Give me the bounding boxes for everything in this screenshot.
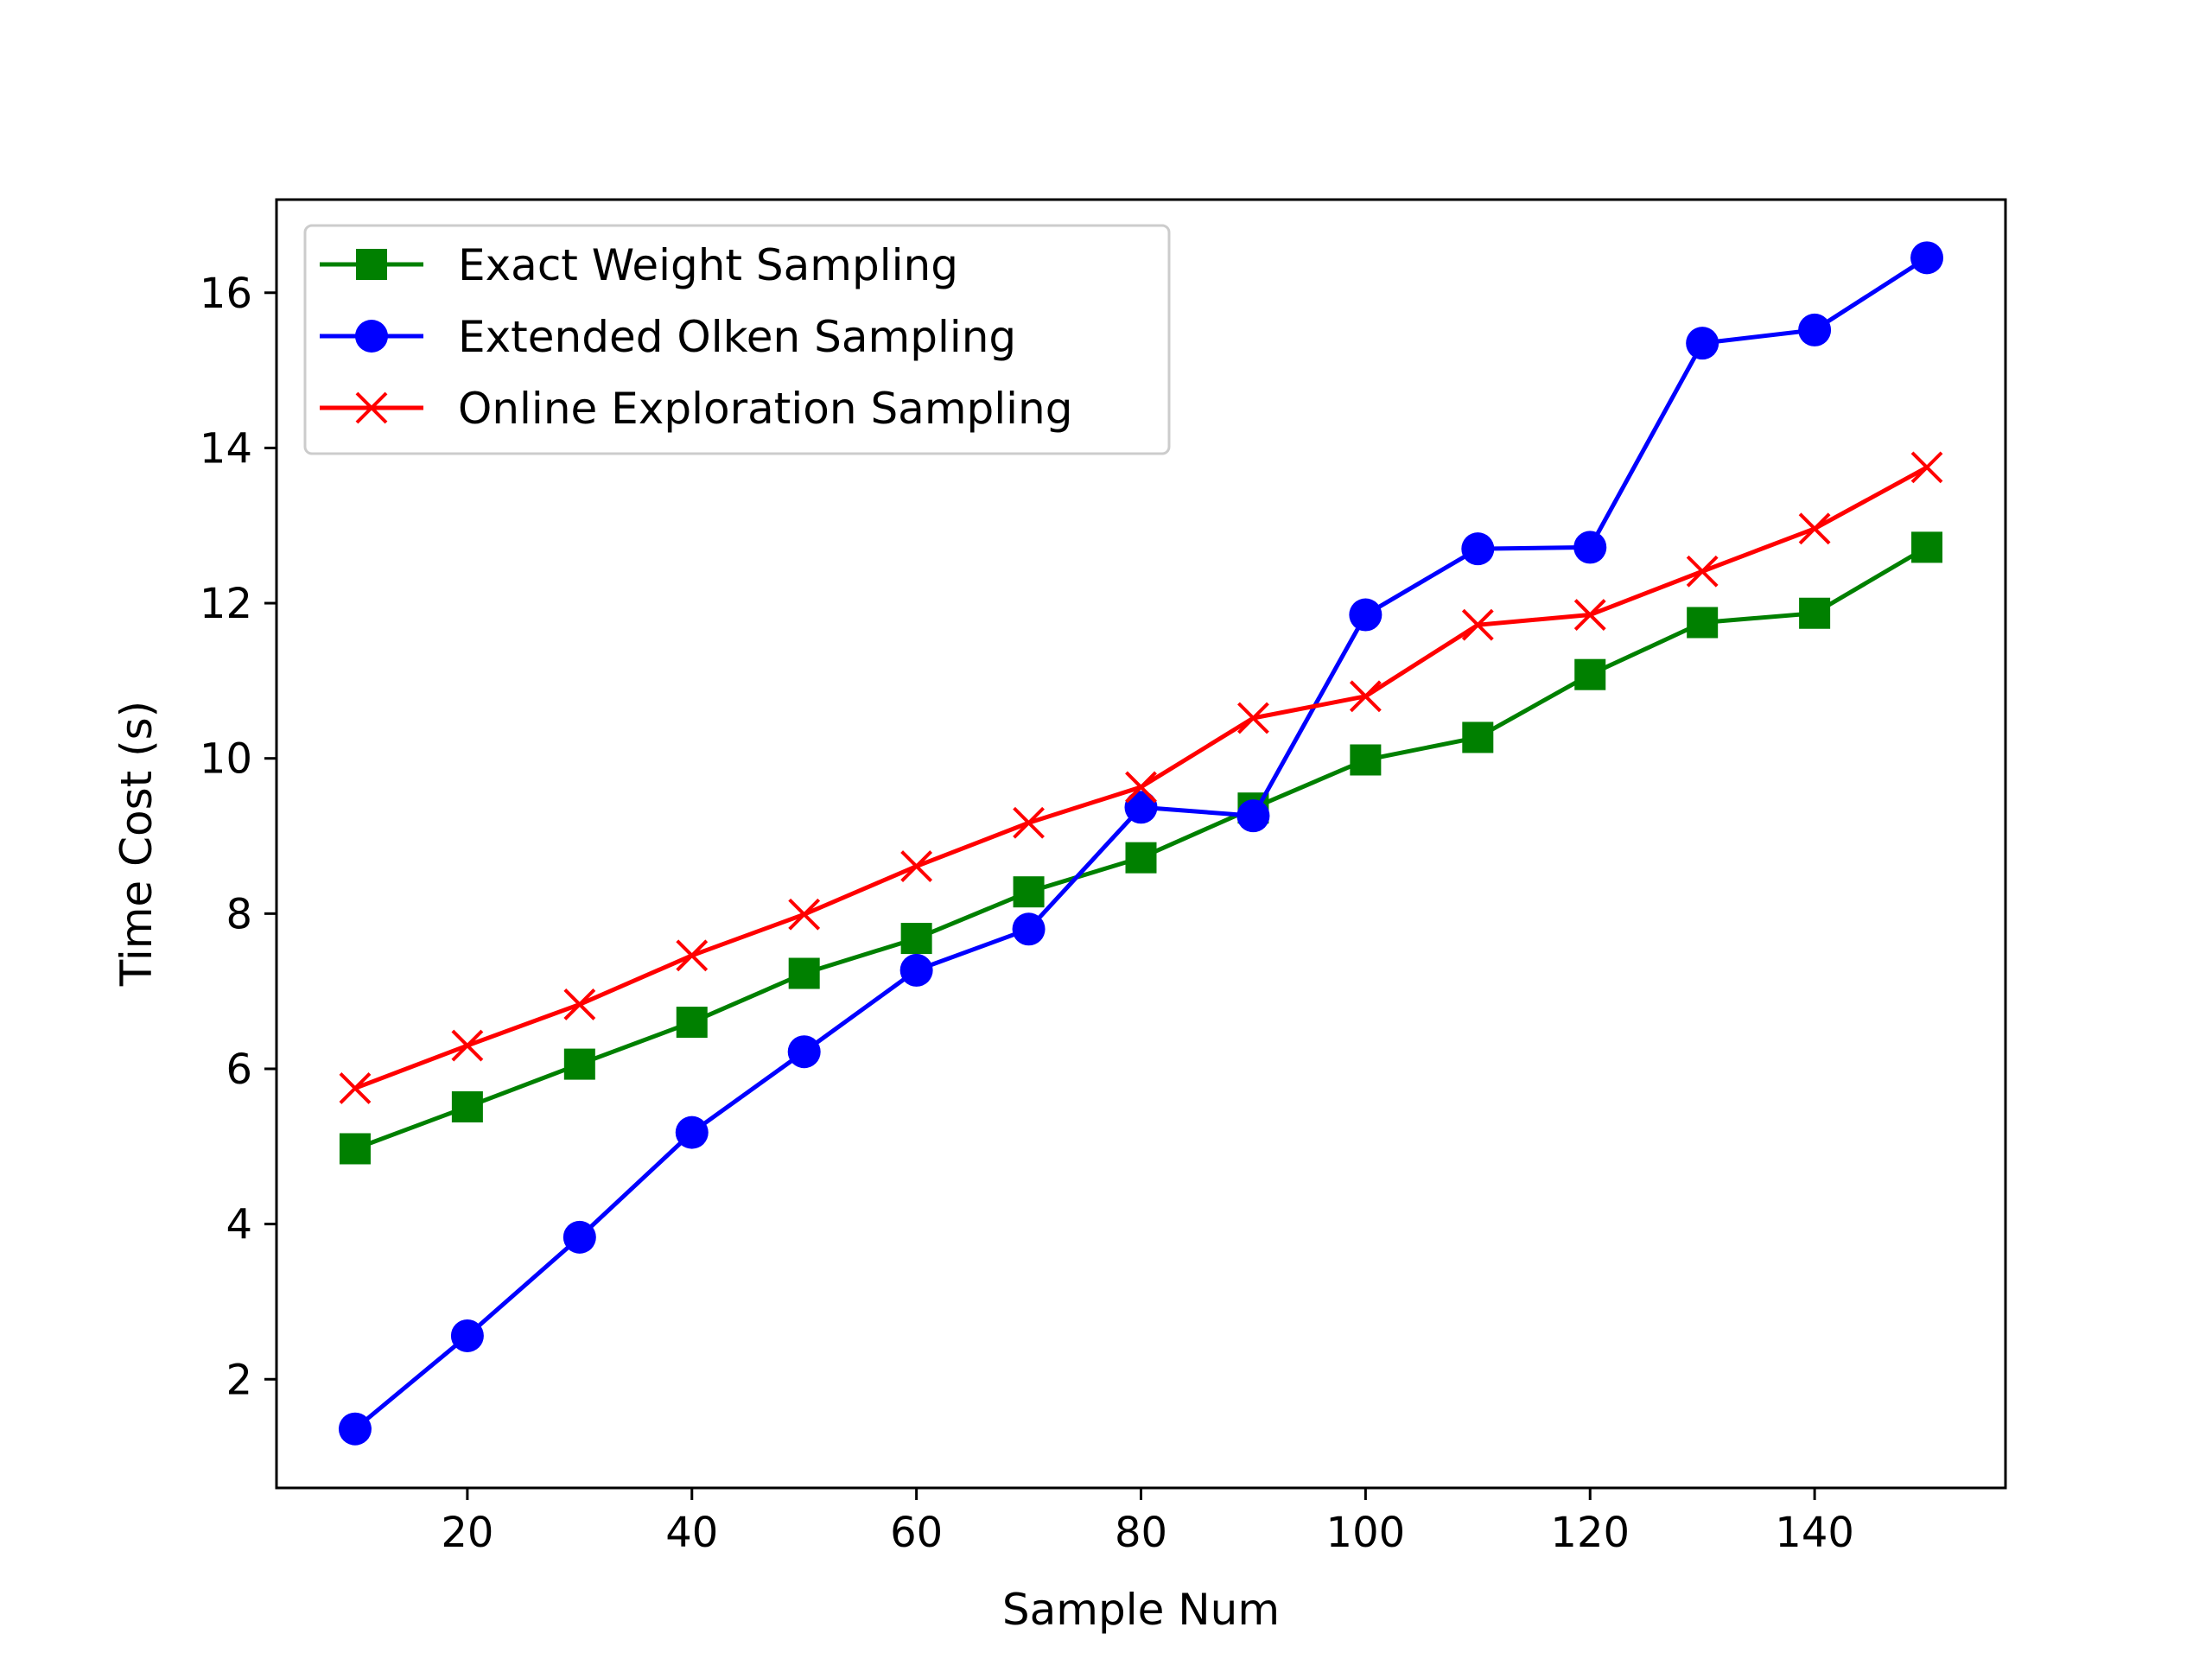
data-point xyxy=(1910,451,1943,484)
data-point xyxy=(563,1220,596,1254)
legend: Exact Weight Sampling Extended Olken Samp… xyxy=(303,224,1171,455)
legend-marker xyxy=(356,249,387,280)
data-point xyxy=(1236,799,1270,833)
data-point xyxy=(1686,555,1719,588)
x-tick-label: 80 xyxy=(1115,1509,1167,1557)
data-point xyxy=(1349,680,1382,713)
y-tick-label: 14 xyxy=(200,424,252,473)
series-layer xyxy=(338,241,1944,1446)
data-point xyxy=(1798,512,1831,545)
data-point xyxy=(788,898,821,931)
y-axis-ticks: 2 4 6 8 10 12 14 16 xyxy=(200,270,276,1404)
x-tick-label: 60 xyxy=(890,1509,943,1557)
data-point xyxy=(1462,721,1494,753)
data-point xyxy=(1686,327,1719,360)
data-point xyxy=(450,1319,484,1352)
y-tick-label: 6 xyxy=(226,1046,252,1094)
data-point xyxy=(1237,702,1269,734)
data-point xyxy=(1573,531,1607,564)
data-point xyxy=(1798,313,1832,346)
data-point xyxy=(1461,532,1495,566)
y-tick-label: 8 xyxy=(226,890,252,938)
legend-label: Exact Weight Sampling xyxy=(458,240,958,290)
y-tick-label: 10 xyxy=(200,735,252,784)
data-point xyxy=(787,1035,821,1069)
data-point xyxy=(1013,876,1045,908)
y-tick-label: 16 xyxy=(200,270,252,318)
legend-label: Extended Olken Sampling xyxy=(458,312,1016,362)
data-point xyxy=(788,957,820,989)
data-point xyxy=(1573,599,1606,631)
y-tick-label: 2 xyxy=(226,1356,252,1404)
data-point xyxy=(900,850,933,882)
data-point xyxy=(1124,791,1158,824)
data-point xyxy=(339,1133,371,1165)
x-tick-label: 40 xyxy=(665,1509,718,1557)
data-point xyxy=(1910,241,1944,275)
x-axis-ticks: 20 40 60 80 100 120 140 xyxy=(441,1488,1854,1557)
data-point xyxy=(1461,608,1494,641)
data-point xyxy=(675,1116,709,1149)
y-tick-label: 12 xyxy=(200,580,252,628)
data-point xyxy=(676,939,709,972)
x-tick-label: 140 xyxy=(1775,1509,1854,1557)
series-0 xyxy=(339,531,1943,1165)
data-point xyxy=(1799,597,1831,629)
y-tick-label: 4 xyxy=(226,1201,252,1249)
data-point xyxy=(1350,744,1382,776)
x-axis-label: Sample Num xyxy=(1002,1585,1280,1635)
data-point xyxy=(1574,658,1606,690)
legend-label: Online Exploration Sampling xyxy=(458,384,1072,434)
legend-marker xyxy=(355,391,388,424)
data-point xyxy=(1012,912,1046,946)
data-point xyxy=(563,1048,595,1080)
data-point xyxy=(676,1007,708,1039)
data-point xyxy=(1125,771,1157,804)
x-tick-label: 100 xyxy=(1326,1509,1406,1557)
data-point xyxy=(1687,607,1719,639)
legend-box xyxy=(303,224,1171,455)
data-point xyxy=(339,1072,372,1104)
data-point xyxy=(899,953,933,987)
data-point xyxy=(1911,531,1943,563)
x-tick-label: 20 xyxy=(441,1509,493,1557)
data-point xyxy=(1349,598,1382,632)
legend-marker xyxy=(355,320,388,353)
data-point xyxy=(900,923,932,955)
y-axis-label: Time Cost (s) xyxy=(111,701,162,987)
series-2 xyxy=(339,451,1943,1104)
data-point xyxy=(1125,842,1157,874)
data-point xyxy=(451,1029,484,1062)
data-point xyxy=(451,1090,483,1122)
x-tick-label: 120 xyxy=(1550,1509,1630,1557)
data-point xyxy=(563,988,596,1020)
data-point xyxy=(1013,806,1045,839)
series-1 xyxy=(338,241,1944,1446)
data-point xyxy=(338,1412,372,1446)
